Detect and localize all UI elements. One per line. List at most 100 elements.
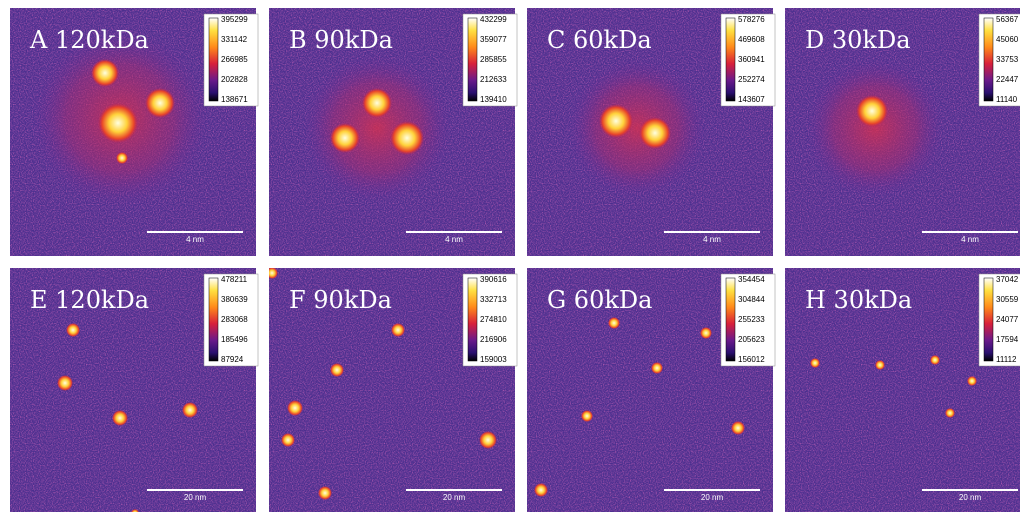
scale-bar-label: 20 nm <box>959 493 982 502</box>
colorbar-label: 17594 <box>996 335 1019 344</box>
panel-label: B 90kDa <box>289 26 393 54</box>
particle <box>318 486 332 500</box>
particle <box>651 362 663 374</box>
particle <box>362 88 392 118</box>
colorbar-label: 304844 <box>738 295 765 304</box>
panel-label: A 120kDa <box>29 26 149 54</box>
colorbar-label: 87924 <box>221 355 244 364</box>
colorbar <box>468 18 477 101</box>
scale-bar-label: 4 nm <box>703 235 721 244</box>
colorbar-label: 139410 <box>480 95 507 104</box>
colorbar-label: 354454 <box>738 275 765 284</box>
colorbar-label: 274810 <box>480 315 507 324</box>
colorbar-label: 359077 <box>480 35 507 44</box>
colorbar-label: 212633 <box>480 75 507 84</box>
particle <box>639 117 671 149</box>
colorbar-label: 216906 <box>480 335 507 344</box>
panel: F 90kDa39061633271327481021690615900320 … <box>266 267 517 512</box>
colorbar <box>984 278 993 361</box>
colorbar-label: 56367 <box>996 15 1019 24</box>
colorbar-label: 185496 <box>221 335 248 344</box>
colorbar-label: 395299 <box>221 15 248 24</box>
colorbar-label: 24077 <box>996 315 1019 324</box>
particle <box>330 123 360 153</box>
colorbar-label: 22447 <box>996 75 1019 84</box>
halo <box>302 53 452 203</box>
particle <box>330 363 344 377</box>
particle <box>856 95 888 127</box>
particle <box>57 375 73 391</box>
particle <box>116 152 128 164</box>
particle <box>182 402 198 418</box>
scale-bar <box>406 489 502 491</box>
colorbar-label: 432299 <box>480 15 507 24</box>
colorbar-label: 37042 <box>996 275 1019 284</box>
particle <box>281 433 295 447</box>
particle <box>810 358 820 368</box>
scale-bar-label: 4 nm <box>445 235 463 244</box>
particle <box>112 410 128 426</box>
colorbar <box>209 18 218 101</box>
particle <box>599 104 633 138</box>
scale-bar <box>664 231 760 233</box>
particle <box>479 431 497 449</box>
colorbar-label: 390616 <box>480 275 507 284</box>
colorbar-label: 285855 <box>480 55 507 64</box>
panel: G 60kDa 354454 304844 255233 205623 156012 20 … <box>527 268 775 512</box>
colorbar <box>209 278 218 361</box>
colorbar-label: 266985 <box>221 55 248 64</box>
particle <box>875 360 885 370</box>
colorbar-label: 143607 <box>738 95 765 104</box>
particle <box>731 421 745 435</box>
colorbar-label: 331142 <box>221 35 248 44</box>
colorbar <box>468 278 477 361</box>
panel: B 90kDa 432299 359077 285855 212633 139410 4 n… <box>269 8 517 256</box>
colorbar-label: 205623 <box>738 335 765 344</box>
particle <box>700 327 712 339</box>
particle <box>967 376 977 386</box>
scale-bar <box>664 489 760 491</box>
colorbar-label: 380639 <box>221 295 248 304</box>
colorbar <box>726 278 735 361</box>
panel-label: D 30kDa <box>805 26 911 54</box>
colorbar-label: 30559 <box>996 295 1019 304</box>
scale-bar-label: 4 nm <box>186 235 204 244</box>
colorbar-label: 45060 <box>996 35 1019 44</box>
particle <box>91 59 119 87</box>
colorbar-label: 11112 <box>996 355 1017 364</box>
panel-label: C 60kDa <box>547 26 652 54</box>
colorbar-label: 156012 <box>738 355 765 364</box>
halo <box>805 58 945 198</box>
colorbar-label: 578276 <box>738 15 765 24</box>
colorbar <box>984 18 993 101</box>
colorbar-label: 159003 <box>480 355 507 364</box>
particle <box>98 103 138 143</box>
panel-label: G 60kDa <box>547 286 652 314</box>
particle <box>930 355 940 365</box>
particle <box>534 483 548 497</box>
particle <box>145 88 175 118</box>
colorbar-label: 255233 <box>738 315 765 324</box>
scale-bar <box>147 231 243 233</box>
panel: E 120kDa4782113806392830681854968792420 … <box>10 268 258 512</box>
scale-bar-label: 4 nm <box>961 235 979 244</box>
particle <box>287 400 303 416</box>
colorbar-label: 469608 <box>738 35 765 44</box>
scale-bar <box>922 231 1018 233</box>
particle <box>945 408 955 418</box>
particle <box>66 323 80 337</box>
particle <box>390 121 424 155</box>
colorbar-label: 138671 <box>221 95 248 104</box>
figure: A 120kDa 395299 331142 266985 202828 138671 4 … <box>0 0 1020 512</box>
panel: A 120kDa 395299 331142 266985 202828 138671 4 … <box>10 8 258 256</box>
scale-bar-label: 20 nm <box>701 493 724 502</box>
colorbar-label: 202828 <box>221 75 248 84</box>
scale-bar-label: 20 nm <box>443 493 466 502</box>
colorbar-label: 283068 <box>221 315 248 324</box>
halo <box>567 58 707 198</box>
colorbar-label: 252274 <box>738 75 765 84</box>
panel-label: F 90kDa <box>289 286 392 314</box>
